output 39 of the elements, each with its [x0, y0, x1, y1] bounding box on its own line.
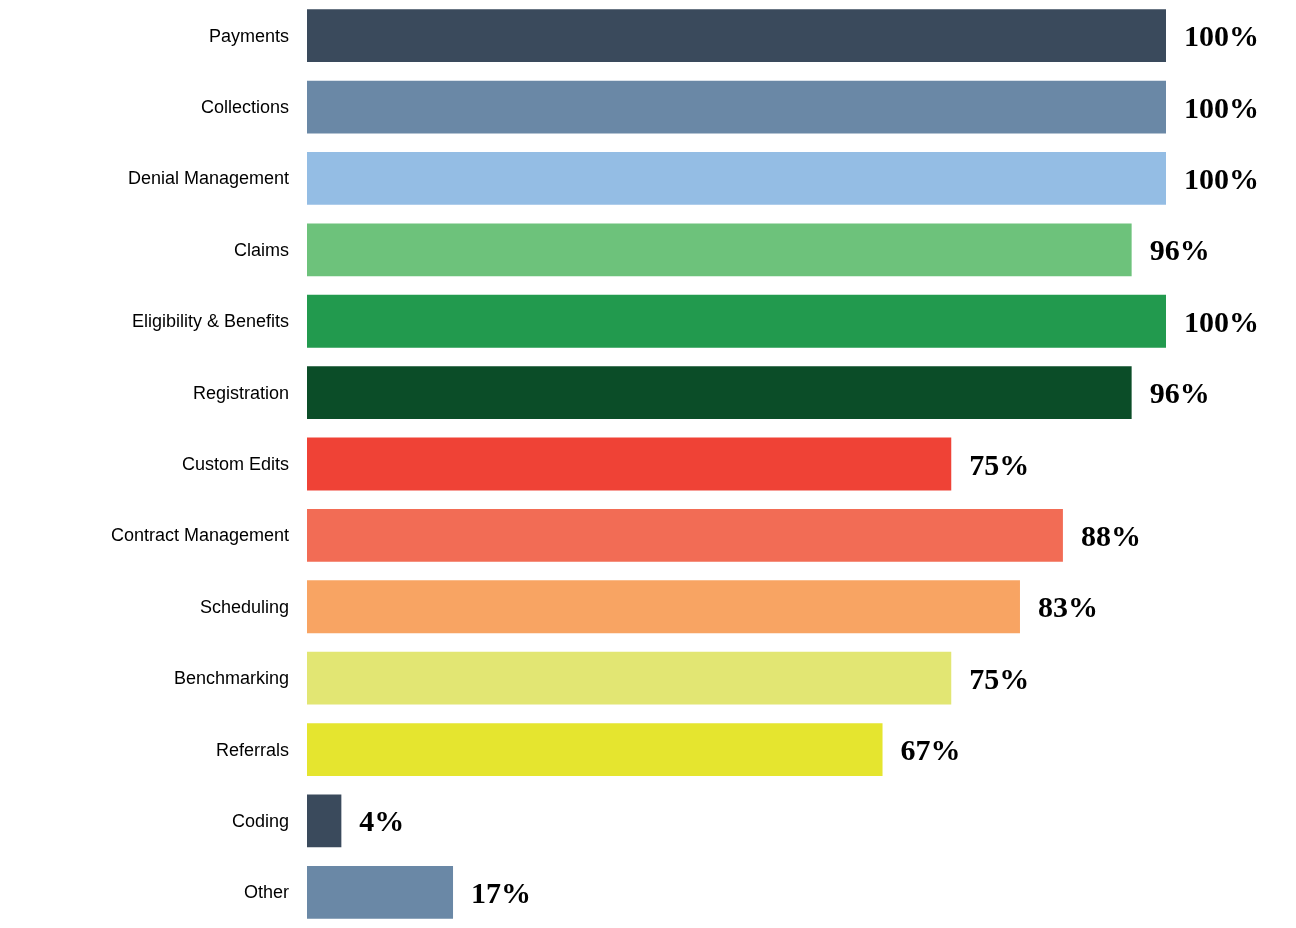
data-label: 100%	[1184, 19, 1259, 53]
data-label: 17%	[471, 875, 532, 909]
bar	[307, 580, 1020, 634]
data-label: 4%	[359, 804, 405, 838]
y-tick-label: Registration	[192, 382, 289, 403]
data-label: 88%	[1080, 518, 1141, 552]
y-tick-label: Benchmarking	[173, 668, 289, 689]
y-tick-label: Coding	[231, 810, 289, 831]
bar	[307, 366, 1132, 420]
y-tick-label: Denial Management	[127, 168, 289, 189]
y-tick-label: Custom Edits	[181, 454, 289, 474]
bar	[307, 437, 952, 491]
y-tick-label: Referrals	[215, 739, 289, 760]
bar	[307, 294, 1166, 348]
y-tick-label: Claims	[233, 239, 289, 260]
data-label: 100%	[1184, 161, 1259, 195]
y-tick-label: Scheduling	[199, 596, 289, 617]
data-label: 75%	[969, 447, 1030, 481]
data-label: 96%	[1149, 376, 1210, 410]
data-label: 100%	[1184, 90, 1259, 124]
bar	[307, 508, 1063, 562]
data-label: 100%	[1184, 304, 1259, 338]
data-label: 75%	[969, 661, 1030, 695]
bar	[307, 651, 952, 705]
y-tick-label: Payments	[208, 25, 289, 46]
y-tick-label: Contract Management	[110, 525, 289, 546]
bar	[307, 223, 1132, 277]
y-tick-label: Collections	[200, 97, 289, 118]
bar	[307, 723, 883, 776]
data-label: 67%	[900, 733, 961, 767]
bar	[307, 152, 1166, 205]
bar	[307, 80, 1166, 134]
data-label: 96%	[1149, 233, 1210, 267]
y-tick-label: Other	[243, 882, 289, 903]
data-label: 83%	[1037, 590, 1098, 624]
bar	[307, 865, 454, 919]
y-tick-label: Eligibility & Benefits	[131, 311, 289, 332]
bar	[307, 9, 1166, 63]
bar	[307, 794, 342, 848]
